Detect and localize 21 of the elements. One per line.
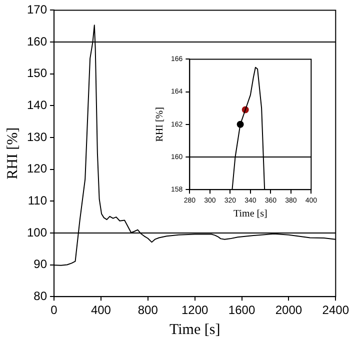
y-axis-title: RHI [%] — [4, 127, 21, 180]
y-tick-label: 150 — [26, 66, 48, 80]
x-tick-label: 800 — [138, 303, 158, 318]
y-tick-label: 90 — [34, 257, 48, 272]
y-axis-title: RHI [%] — [154, 107, 166, 142]
y-tick-label: 130 — [26, 130, 48, 144]
y-tick-label: 160 — [26, 34, 48, 48]
y-tick-label: 140 — [26, 98, 48, 112]
x-tick-label: 0 — [50, 303, 58, 318]
x-tick-label: 2000 — [275, 303, 302, 318]
y-tick-label: 120 — [26, 162, 48, 176]
x-tick-label: 400 — [90, 303, 112, 318]
x-tick-label: 2400 — [322, 303, 350, 318]
x-tick-label: 1200 — [181, 303, 209, 318]
x-axis-title: Time [s] — [169, 322, 220, 338]
x-tick-label: 1600 — [228, 303, 256, 318]
y-tick-label: 100 — [26, 225, 48, 240]
y-tick-label: 170 — [26, 2, 48, 17]
x-axis-title: Time [s] — [234, 208, 268, 220]
y-tick-label: 80 — [34, 288, 48, 303]
y-tick-label: 110 — [28, 193, 48, 208]
